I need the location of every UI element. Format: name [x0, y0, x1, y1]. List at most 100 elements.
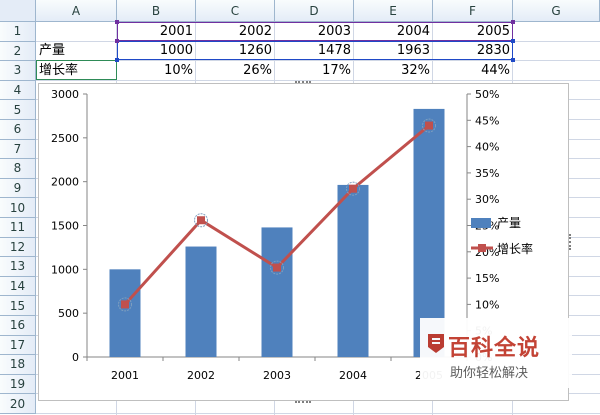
cell-f2[interactable]: 2830 [476, 43, 510, 58]
cell-a3[interactable]: 增长率 [39, 63, 79, 78]
point-selection-ring [270, 260, 284, 275]
watermark-title: 百科全说 [448, 336, 541, 361]
range-handle[interactable] [511, 58, 515, 62]
x-tick-label: 2002 [187, 369, 215, 382]
range-handle[interactable] [511, 39, 515, 43]
row-header-20[interactable]: 20 [0, 394, 36, 414]
column-header-c[interactable]: C [196, 0, 275, 22]
row-header-6[interactable]: 6 [0, 120, 36, 140]
cell-d1[interactable]: 2003 [317, 24, 351, 39]
y2-tick-label: 10% [475, 298, 499, 311]
row-header-8[interactable]: 8 [0, 159, 36, 179]
cell-b2[interactable]: 1000 [159, 43, 193, 58]
cell-a2[interactable]: 产量 [39, 43, 66, 58]
y-tick-label: 500 [58, 307, 79, 320]
watermark-subtitle: 助你轻松解决 [450, 366, 529, 381]
row-header-2[interactable]: 2 [0, 41, 36, 62]
watermark: 百科全说 助你轻松解决 [420, 318, 572, 388]
row-header-5[interactable]: 5 [0, 100, 36, 120]
row-header-4[interactable]: 4 [0, 80, 36, 101]
row-gridline [36, 60, 600, 62]
cell-e3[interactable]: 32% [401, 63, 430, 78]
row-header-3[interactable]: 3 [0, 61, 36, 81]
cell-e2[interactable]: 1963 [396, 43, 430, 58]
chart-resize-handle-top[interactable] [295, 81, 311, 88]
column-header-d[interactable]: D [275, 0, 354, 22]
line-marker [121, 300, 129, 309]
cell-b1[interactable]: 2001 [159, 24, 193, 39]
x-tick-label: 2003 [263, 369, 291, 382]
line-marker [273, 263, 281, 272]
bar [109, 269, 141, 357]
cell-f3[interactable]: 44% [481, 63, 510, 78]
row-header-11[interactable]: 11 [0, 218, 36, 238]
chart-canvas: 0500100015002000250030000%5%10%15%20%25%… [51, 88, 533, 382]
row-header-12[interactable]: 12 [0, 237, 36, 258]
row-header-13[interactable]: 13 [0, 257, 36, 277]
column-header-e[interactable]: E [354, 0, 433, 22]
point-selection-ring [346, 181, 360, 196]
cell-e1[interactable]: 2004 [396, 24, 430, 39]
row-gridline [36, 413, 600, 414]
row-header-16[interactable]: 16 [0, 316, 36, 336]
point-selection-ring [118, 297, 132, 312]
cell-b3[interactable]: 10% [164, 63, 193, 78]
legend-swatch-marker [478, 244, 486, 252]
watermark-logo-icon [428, 334, 444, 353]
range-highlight-green [36, 60, 117, 80]
y-tick-label: 3000 [51, 88, 79, 101]
row-header-17[interactable]: 17 [0, 335, 36, 356]
bar [261, 227, 293, 357]
column-header-f[interactable]: F [433, 0, 513, 22]
bar [337, 184, 369, 357]
cell-c2[interactable]: 1260 [238, 43, 272, 58]
legend-label-bar: 产量 [497, 216, 521, 230]
point-selection-ring [194, 213, 208, 228]
y2-tick-label: 40% [475, 141, 499, 154]
range-handle[interactable] [115, 39, 119, 43]
line-marker [197, 216, 205, 225]
bar [185, 246, 217, 357]
column-header-b[interactable]: B [117, 0, 196, 22]
y-tick-label: 0 [72, 351, 79, 364]
line-marker [349, 184, 357, 193]
row-header-7[interactable]: 7 [0, 139, 36, 160]
range-highlight-purple [117, 22, 513, 41]
line-marker [425, 121, 433, 130]
y-tick-label: 1000 [51, 263, 79, 276]
row-gridline [36, 79, 600, 81]
row-header-9[interactable]: 9 [0, 178, 36, 199]
select-all-corner[interactable] [0, 0, 36, 22]
y-tick-label: 2000 [51, 176, 79, 189]
y2-tick-label: 35% [475, 167, 499, 180]
bar [413, 108, 445, 357]
y2-tick-label: 45% [475, 114, 499, 127]
range-handle[interactable] [115, 58, 119, 62]
column-header-a[interactable]: A [36, 0, 117, 22]
row-header-19[interactable]: 19 [0, 374, 36, 395]
cell-d2[interactable]: 1478 [317, 43, 351, 58]
legend-swatch-bar [471, 218, 491, 228]
x-tick-label: 2004 [339, 369, 367, 382]
range-handle[interactable] [115, 20, 119, 24]
row-header-15[interactable]: 15 [0, 296, 36, 316]
legend-label-line: 增长率 [497, 241, 533, 256]
y2-tick-label: 50% [475, 88, 499, 101]
cell-c1[interactable]: 2002 [238, 24, 272, 39]
range-highlight-blue [117, 41, 513, 60]
chart-resize-handle-right[interactable] [564, 234, 571, 250]
row-header-14[interactable]: 14 [0, 276, 36, 297]
y-tick-label: 2500 [51, 132, 79, 145]
point-selection-ring [422, 118, 436, 133]
y-tick-label: 1500 [51, 220, 79, 233]
row-header-1[interactable]: 1 [0, 22, 36, 42]
cell-f1[interactable]: 2005 [476, 24, 510, 39]
y2-tick-label: 30% [475, 193, 499, 206]
row-header-18[interactable]: 18 [0, 355, 36, 375]
chart-resize-handle-bottom[interactable] [295, 396, 311, 403]
cell-c3[interactable]: 26% [243, 63, 272, 78]
range-handle[interactable] [511, 20, 515, 24]
cell-d3[interactable]: 17% [322, 63, 351, 78]
column-header-g[interactable]: G [513, 0, 600, 22]
row-header-10[interactable]: 10 [0, 198, 36, 218]
